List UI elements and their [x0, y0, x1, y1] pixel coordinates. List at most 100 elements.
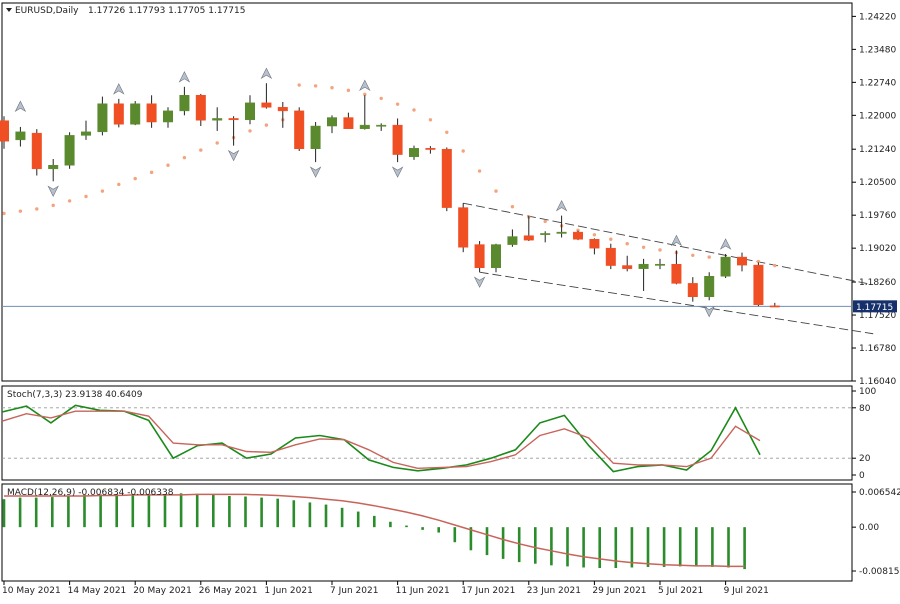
parabolic-sar-dot: [182, 155, 187, 160]
macd-histogram-bar: [630, 527, 634, 568]
fractal-down-arrow: [473, 276, 486, 288]
macd-histogram-bar: [195, 493, 199, 528]
price-y-tick-label: 1.19020: [859, 244, 896, 254]
macd-histogram-bar: [421, 527, 424, 530]
stoch-y-tick-label: 80: [859, 404, 871, 414]
macd-histogram-bar: [598, 527, 601, 569]
bearish-candle[interactable]: [573, 231, 583, 240]
macd-histogram-bar: [727, 527, 730, 568]
bearish-candle[interactable]: [671, 263, 682, 284]
parabolic-sar-dot: [756, 259, 761, 264]
bullish-candle[interactable]: [507, 236, 518, 245]
parabolic-sar-dot: [412, 108, 416, 112]
bearish-candle[interactable]: [294, 110, 305, 150]
bearish-candle[interactable]: [622, 265, 633, 269]
bearish-candle[interactable]: [441, 148, 452, 208]
bullish-candle[interactable]: [540, 233, 551, 235]
macd-histogram-bar: [662, 527, 666, 567]
x-axis-date-label: 1 Jun 2021: [264, 586, 312, 596]
bearish-candle[interactable]: [0, 120, 9, 142]
bearish-candle[interactable]: [523, 235, 534, 241]
bullish-candle[interactable]: [720, 256, 731, 277]
bullish-candle[interactable]: [359, 124, 370, 129]
parabolic-sar-dot: [133, 176, 137, 181]
fractal-up-arrow: [178, 71, 191, 83]
macd-histogram-bar: [147, 495, 151, 528]
macd-histogram-bar: [614, 527, 618, 569]
bearish-candle[interactable]: [228, 118, 239, 121]
macd-y-tick-label: 0.00: [859, 523, 879, 533]
parabolic-sar-dot: [117, 182, 121, 187]
bullish-candle[interactable]: [97, 103, 108, 133]
bullish-candle[interactable]: [638, 263, 649, 269]
bearish-candle[interactable]: [474, 244, 485, 269]
macd-histogram-bar: [501, 527, 505, 559]
parabolic-sar-dot: [641, 245, 646, 249]
bearish-candle[interactable]: [195, 95, 206, 121]
bullish-candle[interactable]: [163, 110, 173, 123]
parabolic-sar-dot: [691, 253, 695, 257]
bearish-candle[interactable]: [687, 283, 698, 298]
parabolic-sar-dot: [18, 209, 23, 213]
bullish-candle[interactable]: [130, 103, 141, 125]
macd-histogram-bar: [163, 495, 167, 528]
stoch-main-line: [1, 404, 761, 473]
macd-histogram-bar: [324, 504, 328, 528]
parabolic-sar-dot: [100, 189, 105, 193]
bearish-candle[interactable]: [261, 102, 272, 108]
x-axis-date-label: 7 Jun 2021: [330, 586, 378, 596]
bullish-candle[interactable]: [409, 148, 419, 158]
macd-histogram-bar: [550, 527, 553, 566]
macd-histogram-bar: [566, 527, 569, 567]
bullish-candle[interactable]: [245, 102, 255, 121]
macd-histogram-bar: [743, 527, 746, 570]
bullish-candle[interactable]: [327, 117, 337, 127]
macd-histogram-bar: [115, 494, 118, 528]
bearish-candle[interactable]: [343, 117, 354, 129]
bearish-candle[interactable]: [458, 207, 469, 248]
parabolic-sar-dot: [84, 194, 88, 199]
parabolic-sar-dot: [592, 233, 597, 237]
x-axis-date-label: 29 Jun 2021: [592, 586, 646, 596]
bearish-candle[interactable]: [277, 107, 288, 112]
bullish-candle[interactable]: [704, 275, 715, 298]
bearish-candle[interactable]: [113, 103, 124, 125]
bullish-candle[interactable]: [212, 118, 223, 121]
macd-histogram-bar: [67, 495, 70, 528]
bullish-candle[interactable]: [81, 131, 91, 136]
macd-signal-line: [4, 493, 745, 568]
bullish-candle[interactable]: [15, 131, 26, 141]
bearish-candle[interactable]: [425, 148, 436, 150]
bullish-candle[interactable]: [376, 124, 387, 127]
bullish-candle[interactable]: [310, 125, 321, 150]
macd-indicator-label: MACD(12,26,9) -0.006834 -0.006338: [7, 488, 174, 498]
bullish-candle[interactable]: [491, 244, 501, 269]
bearish-candle[interactable]: [146, 103, 157, 123]
bearish-candle[interactable]: [769, 305, 780, 308]
bearish-candle[interactable]: [31, 132, 42, 170]
price-y-tick-label: 1.16040: [859, 377, 896, 387]
current-price-label-box: [853, 300, 897, 313]
fractal-up-arrow: [719, 238, 732, 250]
x-axis-date-label: 20 May 2021: [133, 586, 192, 596]
macd-histogram-bar: [228, 495, 231, 528]
bullish-candle[interactable]: [179, 95, 190, 112]
chart-ohlc-values: 1.17726 1.17793 1.17705 1.17715: [88, 6, 245, 16]
bearish-candle[interactable]: [753, 264, 764, 306]
bearish-candle[interactable]: [392, 124, 403, 155]
macd-y-tick-label: 0.006542: [859, 488, 900, 498]
stoch-y-tick-label: 20: [859, 454, 871, 464]
bearish-candle[interactable]: [589, 239, 600, 249]
macd-histogram-bar: [292, 500, 296, 528]
price-y-tick-label: 1.21240: [859, 145, 896, 155]
chart-menu-arrow-icon[interactable]: [6, 8, 12, 12]
bullish-candle[interactable]: [655, 263, 665, 266]
bearish-candle[interactable]: [737, 256, 747, 266]
macd-histogram-bar: [356, 511, 360, 528]
bullish-candle[interactable]: [64, 135, 75, 166]
bullish-candle[interactable]: [556, 231, 567, 234]
bullish-candle[interactable]: [48, 165, 59, 170]
bearish-candle[interactable]: [605, 247, 616, 266]
